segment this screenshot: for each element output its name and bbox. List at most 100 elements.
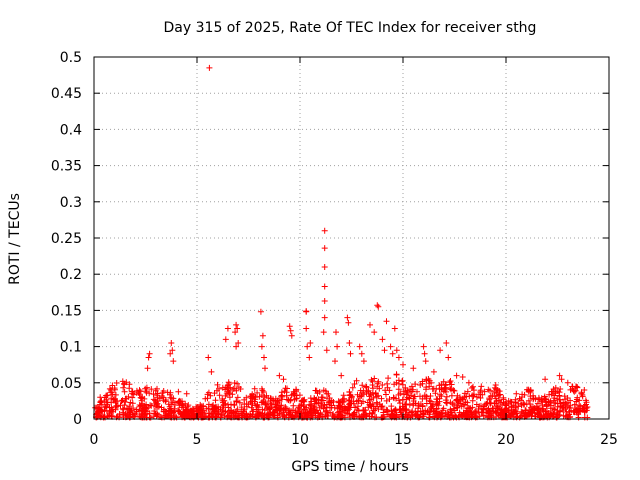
noise-point bbox=[277, 405, 284, 412]
noise-point bbox=[243, 403, 250, 410]
data-point bbox=[257, 308, 264, 315]
noise-point bbox=[110, 396, 117, 403]
noise-point bbox=[455, 398, 462, 405]
noise-point bbox=[256, 412, 263, 419]
noise-point bbox=[238, 408, 244, 415]
data-point bbox=[345, 319, 352, 326]
x-tick-label: 10 bbox=[291, 432, 309, 448]
noise-point bbox=[130, 405, 137, 412]
noise-point bbox=[349, 384, 356, 391]
x-axis-label: GPS time / hours bbox=[291, 459, 408, 475]
data-point bbox=[492, 382, 499, 388]
noise-point bbox=[255, 411, 262, 418]
data-point bbox=[169, 347, 176, 354]
noise-point bbox=[209, 406, 216, 413]
noise-point bbox=[363, 411, 370, 418]
noise-point bbox=[516, 395, 523, 402]
noise-point bbox=[321, 401, 328, 408]
noise-point bbox=[139, 400, 146, 407]
data-point bbox=[287, 327, 294, 334]
y-tick-label: 0.5 bbox=[60, 50, 82, 66]
noise-point bbox=[96, 407, 103, 414]
data-point bbox=[332, 358, 338, 365]
data-point bbox=[391, 325, 398, 332]
noise-point bbox=[433, 398, 440, 405]
data-point bbox=[303, 325, 310, 332]
y-tick-label: 0.1 bbox=[60, 340, 82, 356]
noise-point bbox=[153, 399, 159, 406]
y-tick-label: 0.35 bbox=[51, 159, 82, 175]
noise-point bbox=[491, 388, 497, 395]
data-point bbox=[286, 323, 293, 330]
noise-point bbox=[435, 402, 442, 409]
noise-point bbox=[236, 399, 243, 406]
data-point bbox=[167, 350, 174, 357]
noise-point bbox=[420, 411, 427, 418]
data-point bbox=[581, 387, 588, 393]
noise-point bbox=[323, 407, 330, 414]
noise-point bbox=[344, 404, 351, 411]
noise-point bbox=[274, 399, 281, 406]
noise-point bbox=[399, 396, 406, 403]
noise-point bbox=[295, 404, 302, 411]
data-point bbox=[494, 387, 501, 393]
noise-point bbox=[368, 396, 374, 403]
noise-point bbox=[360, 407, 367, 414]
noise-point bbox=[396, 380, 402, 387]
noise-point bbox=[543, 399, 550, 406]
noise-point bbox=[320, 387, 327, 394]
noise-point bbox=[290, 402, 297, 409]
noise-point bbox=[170, 395, 177, 402]
data-point bbox=[259, 332, 266, 339]
noise-point bbox=[402, 388, 409, 395]
data-point bbox=[205, 354, 212, 361]
data-point bbox=[381, 347, 388, 354]
noise-point bbox=[160, 408, 167, 415]
data-point bbox=[437, 347, 444, 354]
noise-point bbox=[419, 403, 426, 410]
noise-point bbox=[113, 380, 120, 386]
noise-point bbox=[256, 393, 263, 400]
noise-point bbox=[493, 398, 500, 405]
noise-point bbox=[232, 409, 239, 415]
noise-point bbox=[108, 389, 115, 396]
noise-point bbox=[210, 402, 217, 408]
noise-point bbox=[491, 393, 498, 400]
noise-point bbox=[292, 409, 299, 416]
noise-point bbox=[513, 410, 520, 417]
noise-point bbox=[139, 408, 146, 415]
noise-point bbox=[284, 396, 291, 403]
data-point bbox=[235, 340, 242, 346]
noise-point bbox=[361, 407, 368, 413]
data-point bbox=[97, 394, 104, 401]
noise-point bbox=[316, 388, 323, 395]
noise-point bbox=[283, 389, 290, 396]
noise-point bbox=[412, 400, 419, 407]
noise-point bbox=[464, 399, 471, 406]
noise-point bbox=[400, 405, 407, 412]
noise-point bbox=[569, 385, 576, 392]
noise-point bbox=[365, 388, 371, 395]
noise-point bbox=[102, 404, 109, 411]
noise-point bbox=[229, 391, 236, 398]
noise-point bbox=[427, 393, 434, 399]
noise-point bbox=[412, 408, 419, 415]
noise-point bbox=[540, 405, 546, 412]
noise-point bbox=[176, 402, 183, 409]
noise-point bbox=[265, 404, 272, 410]
noise-point bbox=[304, 409, 311, 416]
noise-point bbox=[426, 377, 433, 384]
noise-point bbox=[485, 386, 492, 393]
data-point bbox=[233, 343, 240, 350]
noise-point bbox=[221, 413, 228, 419]
plot-frame bbox=[93, 56, 610, 420]
noise-point bbox=[237, 386, 244, 392]
y-tick-label: 0.15 bbox=[51, 303, 82, 319]
data-point bbox=[346, 340, 353, 346]
noise-point bbox=[136, 387, 143, 394]
noise-point bbox=[374, 380, 381, 387]
noise-point bbox=[401, 406, 408, 413]
data-point bbox=[234, 325, 241, 332]
noise-point bbox=[447, 378, 454, 384]
